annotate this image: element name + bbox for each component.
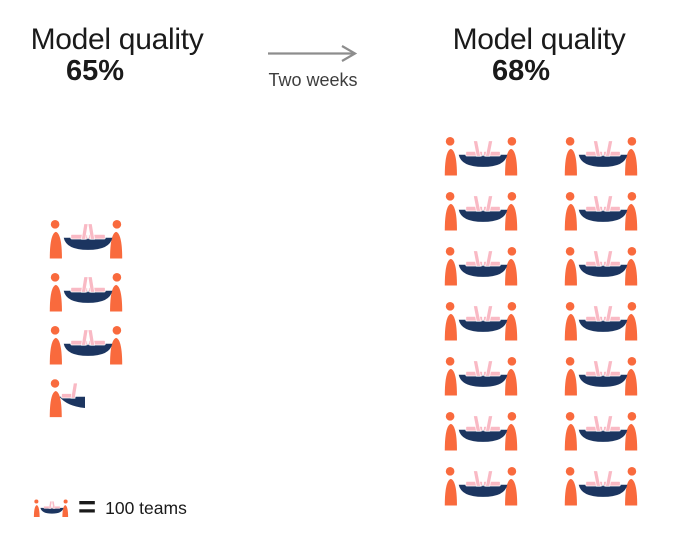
before-quality-value: 65%: [65, 55, 125, 87]
team-icon: [563, 356, 639, 396]
team-icon: [563, 191, 639, 231]
legend-label: 100 teams: [105, 497, 187, 518]
after-quality-value: 68%: [491, 55, 551, 87]
before-icon-grid: [48, 219, 124, 419]
after-quality-title: Model quality: [452, 23, 626, 56]
team-icon: [443, 356, 519, 396]
half-team-icon: [48, 378, 86, 418]
transition-label: Two weeks: [268, 70, 358, 90]
team-icon: [563, 301, 639, 341]
team-icon: [563, 411, 639, 451]
team-icon: [443, 136, 519, 176]
team-icon: [443, 411, 519, 451]
team-icon: [48, 325, 124, 365]
legend: = 100 teams: [33, 489, 187, 524]
team-icon: [48, 272, 124, 312]
legend-team-icon: [33, 499, 69, 518]
legend-equals-sign: =: [78, 489, 97, 524]
team-icon: [443, 191, 519, 231]
team-icon: [563, 466, 639, 506]
after-icon-grid: [443, 136, 639, 508]
team-icon: [443, 246, 519, 286]
team-icon: [563, 246, 639, 286]
team-icon: [48, 219, 124, 259]
before-quality-title: Model quality: [30, 23, 204, 56]
team-icon: [443, 466, 519, 506]
team-icon: [443, 301, 519, 341]
team-icon: [563, 136, 639, 176]
right-arrow-icon: [268, 45, 358, 62]
